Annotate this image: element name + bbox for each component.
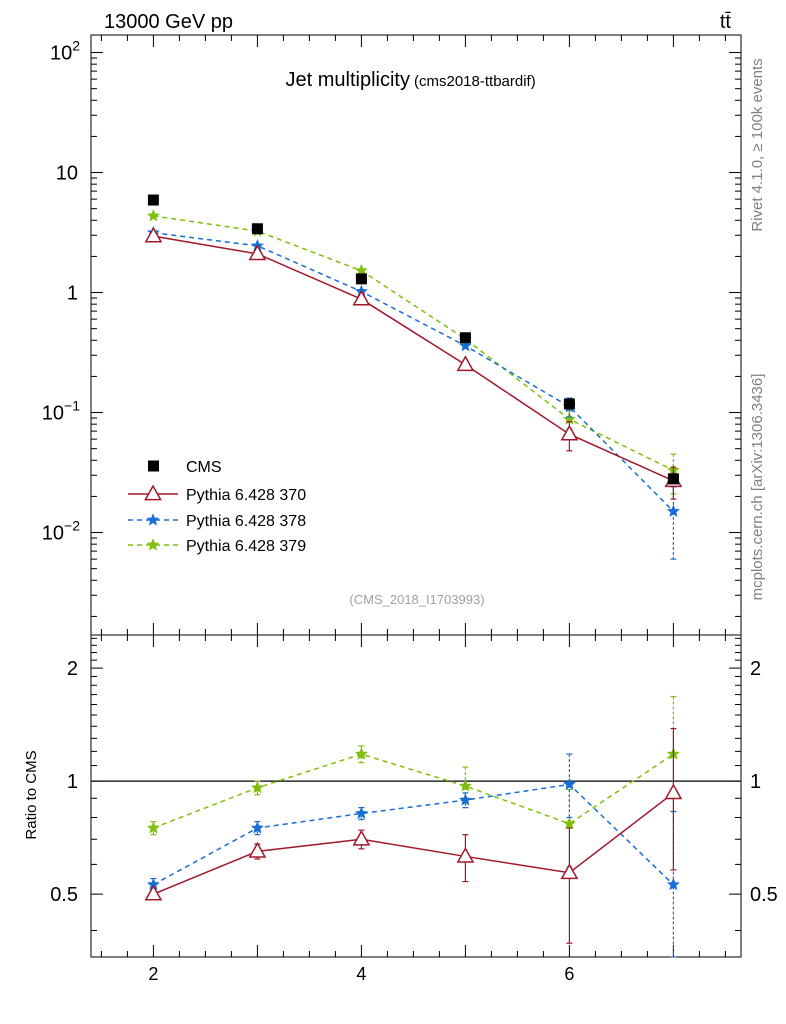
data-point	[562, 816, 576, 830]
data-point	[146, 821, 160, 834]
series-line	[153, 753, 674, 829]
cms-data-point	[459, 332, 471, 344]
y-tick-label: 102	[50, 38, 80, 65]
legend-label: Pythia 6.428 370	[186, 487, 306, 504]
ratio-y-tick-label-right: 1	[750, 771, 761, 793]
x-tick-label: 2	[148, 964, 158, 984]
data-point	[458, 793, 472, 806]
top-series-1	[144, 226, 683, 500]
legend: CMS Pythia 6.428 370 Pythia 6.428 378 Pythi…	[128, 459, 306, 555]
legend-marker	[146, 538, 160, 551]
data-point	[250, 780, 264, 794]
legend-marker	[146, 513, 160, 526]
data-point	[352, 829, 371, 846]
analysis-label: (CMS_2018_I1703993)	[349, 592, 484, 607]
ratio-axis-label: Ratio to CMS	[23, 750, 40, 839]
top-y-ticks	[91, 52, 741, 617]
data-point	[144, 226, 163, 243]
ratio-y-tick-label-right: 0.5	[750, 884, 778, 906]
data-point	[248, 841, 267, 858]
y-tick-label: 10−1	[42, 398, 80, 425]
x-tick-label: 6	[564, 964, 574, 984]
cms-data-point	[355, 273, 367, 285]
data-point	[666, 877, 680, 891]
ratio-y-tick-label-left: 0.5	[50, 884, 78, 906]
cms-data-point	[147, 194, 159, 206]
legend-label-cms: CMS	[186, 459, 222, 476]
process-label: tt̄	[720, 11, 732, 33]
data-point	[562, 777, 576, 790]
data-point	[456, 355, 475, 372]
data-point	[458, 779, 472, 792]
legend-marker-cms	[148, 460, 159, 472]
legend-label: Pythia 6.428 379	[186, 538, 306, 555]
mcplots-label: mcplots.cern.ch [arXiv:1306.3436]	[749, 374, 766, 601]
plot-layer: 2 4 6 102 10 1 10−1 10−2 2 2 1 1 0.5 0.5 CMS Pythia 6.4…	[42, 34, 778, 984]
rivet-label: Rivet 4.1.0, ≥ 100k events	[749, 58, 766, 231]
ratio-panel-frame	[90, 634, 742, 958]
series-line	[153, 792, 674, 895]
y-tick-label: 10−2	[42, 518, 80, 545]
ratio-y-tick-label-right: 2	[750, 658, 761, 680]
data-point	[352, 289, 371, 306]
data-point	[458, 339, 472, 352]
ratio-y-tick-label-left: 2	[67, 658, 78, 680]
ratio-y-tick-label-left: 1	[67, 771, 78, 793]
ratio-series-1	[144, 727, 683, 944]
legend-label: Pythia 6.428 378	[186, 513, 306, 530]
y-tick-label: 1	[67, 283, 78, 305]
series-line	[153, 231, 674, 512]
data-point	[354, 747, 368, 760]
data-point	[560, 863, 579, 880]
data-point	[456, 846, 475, 863]
data-point	[354, 806, 368, 819]
cms-data-series	[147, 194, 679, 485]
x-ticks	[100, 35, 726, 957]
ratio-series-2	[146, 753, 680, 958]
chart-title: Jet multiplicity	[286, 69, 410, 91]
legend-marker	[144, 484, 162, 501]
data-point	[146, 209, 160, 222]
data-point	[144, 884, 163, 901]
data-point	[248, 244, 267, 261]
x-tick-label: 4	[356, 964, 366, 984]
data-point	[666, 504, 680, 517]
y-tick-label: 10	[56, 163, 78, 185]
cms-data-point	[667, 473, 679, 485]
energy-label: 13000 GeV pp	[104, 11, 233, 33]
cms-data-point	[563, 398, 575, 410]
chart-subtitle: (cms2018-ttbardif)	[414, 73, 536, 90]
series-line	[153, 235, 674, 482]
data-point	[664, 783, 683, 800]
data-point	[250, 821, 264, 834]
data-point	[560, 424, 579, 441]
cms-data-point	[251, 223, 263, 235]
